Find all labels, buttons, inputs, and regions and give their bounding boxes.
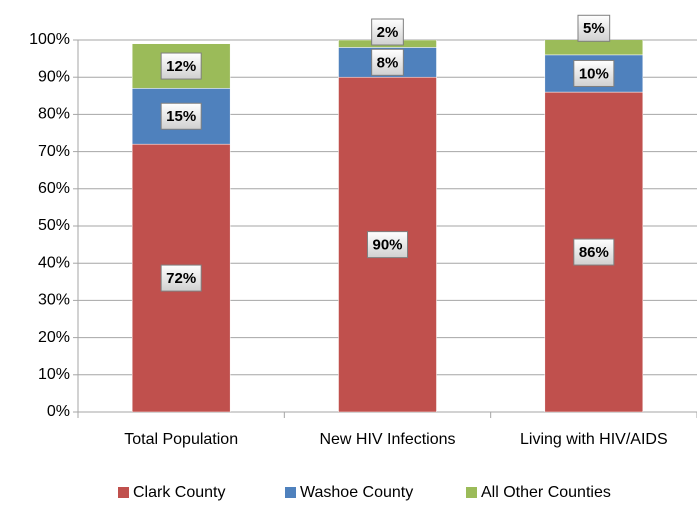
y-tick-label: 70% [38,143,70,160]
legend-label: Washoe County [300,484,413,501]
data-label-text: 5% [583,20,605,37]
data-label-box [573,238,615,266]
data-label: 86% [573,238,615,266]
data-label-text: 72% [166,270,196,287]
y-tick-label: 60% [38,180,70,197]
data-label-text: 12% [166,58,196,75]
data-label-box [577,14,611,42]
data-label: 15% [160,102,202,130]
legend-label: Clark County [133,484,225,501]
data-label-box [160,52,202,80]
legend-swatch [118,487,129,498]
data-label: 5% [577,14,611,42]
data-label-text: 86% [579,244,609,261]
legend-label: All Other Counties [481,484,611,501]
plot-area [131,40,644,412]
y-tick-label: 0% [47,403,70,420]
bar-segment [544,40,644,56]
data-label-box [366,231,409,259]
data-label-text: 15% [166,108,196,125]
legend-swatch [466,487,477,498]
y-tick-label: 90% [38,68,70,85]
data-label-text: 90% [372,237,402,254]
data-label-text: 10% [579,65,609,82]
data-label: 72% [160,264,202,292]
data-label-box [371,18,404,46]
x-tick-label: New HIV Infections [319,431,455,448]
y-tick-label: 80% [38,106,70,123]
data-label: 8% [371,48,404,76]
data-label-box [371,48,404,76]
legend-swatch [285,487,296,498]
data-label-box [573,59,615,87]
y-tick-label: 40% [38,254,70,271]
y-tick-label: 50% [38,217,70,234]
data-label: 90% [366,231,409,259]
data-label-text: 2% [377,24,399,41]
x-tick-label: Total Population [124,431,238,448]
data-label-box [160,264,202,292]
data-label: 2% [371,18,404,46]
y-tick-label: 10% [38,366,70,383]
data-label: 10% [573,59,615,87]
x-tick-label: Living with HIV/AIDS [520,431,668,448]
y-tick-label: 30% [38,292,70,309]
data-label-box [160,102,202,130]
y-tick-label: 100% [29,31,70,48]
data-label: 12% [160,52,202,80]
y-tick-label: 20% [38,329,70,346]
data-label-text: 8% [377,54,399,71]
